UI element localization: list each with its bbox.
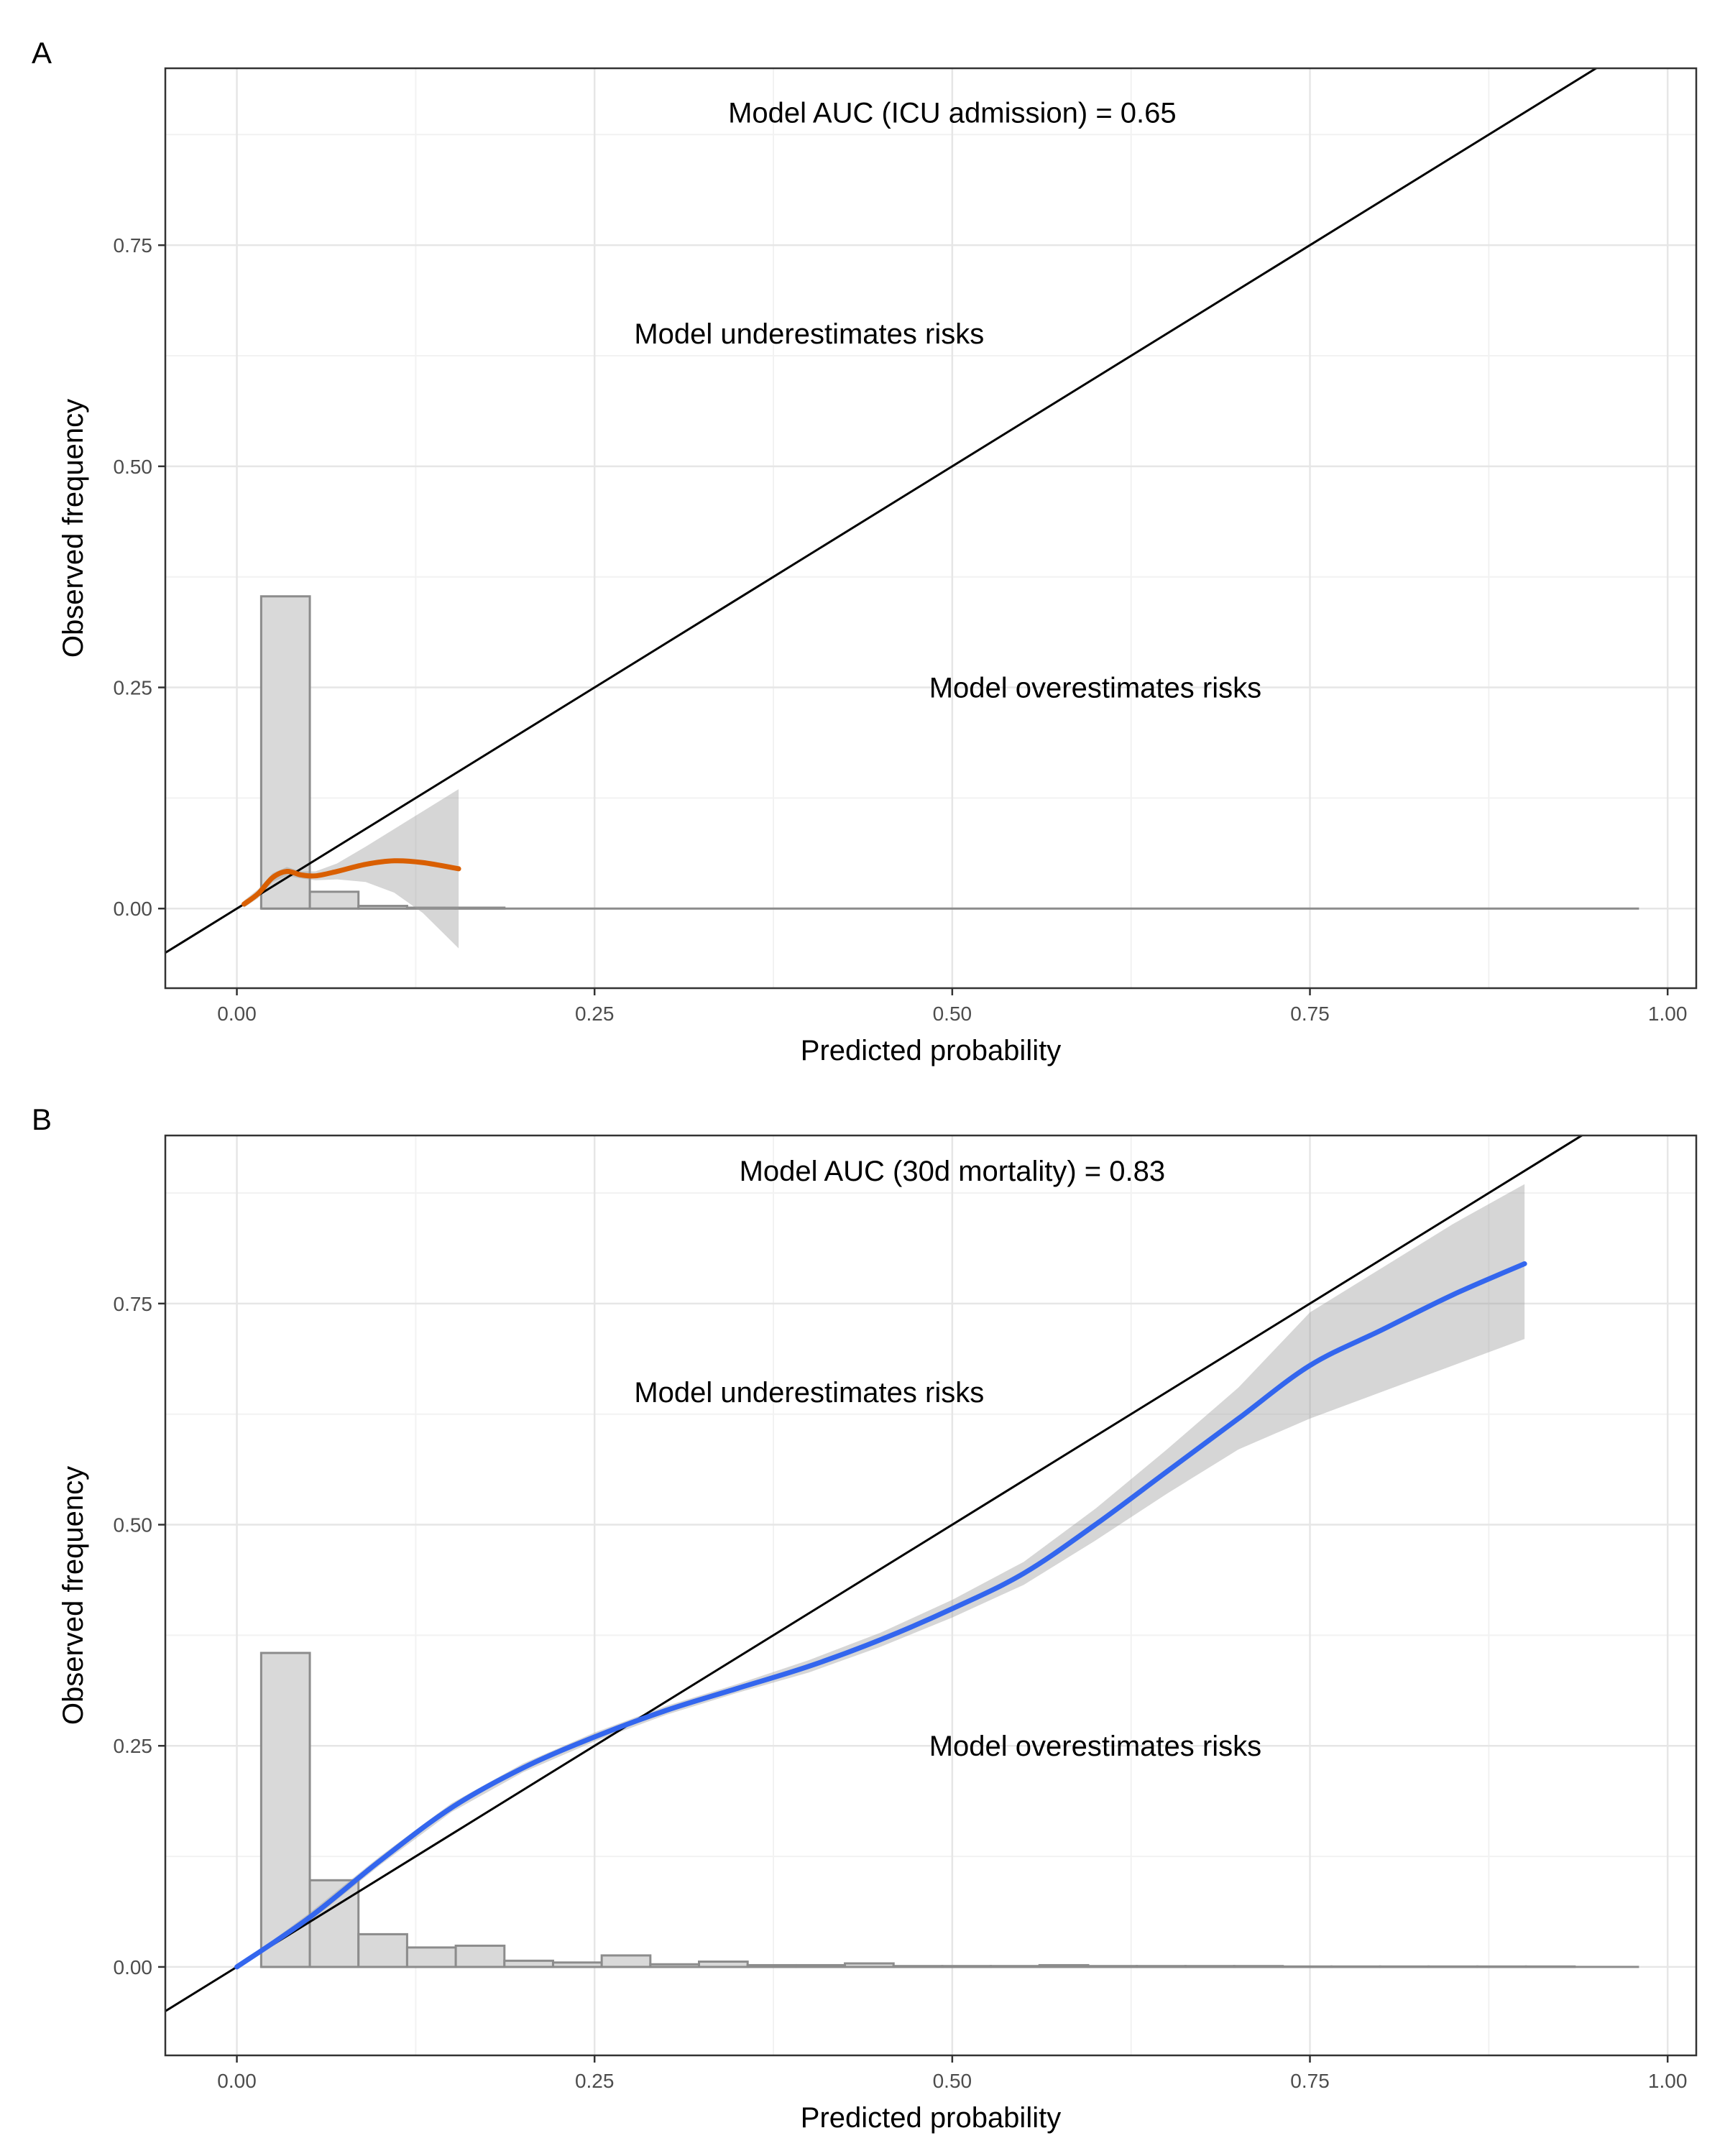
chart-0-annotation-1: Model underestimates risks — [634, 318, 984, 350]
chart-1-histogram-bar-15 — [990, 1965, 1041, 1968]
chart-1-panel-border — [164, 1134, 1698, 2057]
chart-1-plot-background — [165, 1135, 1696, 2055]
chart-1-y-axis-title: Observed frequency — [58, 1466, 89, 1725]
chart-1-x-tick-label-4: 1.00 — [1648, 2070, 1688, 2092]
chart-1-y-tick-label-0: 0.00 — [114, 1956, 153, 1978]
chart-1-reference-line — [165, 1135, 1584, 2012]
chart-0-y-axis-title: Observed frequency — [58, 399, 89, 658]
chart-1-histogram-bar-16 — [1038, 1963, 1090, 1968]
chart-1-histogram-bar-4 — [454, 1944, 506, 1968]
chart-0-y-tick-label-2: 0.50 — [114, 456, 153, 478]
chart-0-histogram-bar-1 — [308, 890, 360, 910]
chart-0-histogram-bar-0 — [259, 595, 311, 910]
chart-0-histogram-bar-2 — [357, 905, 408, 910]
panel-letter-a: A — [32, 36, 52, 70]
chart-0-y-tick-label-3: 0.75 — [114, 234, 153, 257]
chart-0-annotation-2: Model overestimates risks — [929, 673, 1261, 704]
chart-1-annotation-1: Model underestimates risks — [634, 1377, 984, 1409]
chart-0-x-axis-title: Predicted probability — [801, 1035, 1061, 1067]
chart-1-histogram-bar-7 — [600, 1954, 652, 1968]
chart-1-histogram-bar-1 — [308, 1879, 360, 1968]
chart-1-histogram-bar-10 — [746, 1963, 798, 1968]
chart-1-y-tick-label-3: 0.75 — [114, 1293, 153, 1315]
chart-1-annotation-2: Model overestimates risks — [929, 1731, 1261, 1762]
chart-1-histogram-bar-2 — [357, 1932, 408, 1968]
chart-1-histogram-bar-23 — [1379, 1965, 1430, 1968]
chart-0-x-tick-label-3: 0.75 — [1290, 1003, 1330, 1025]
chart-1-histogram-bar-5 — [503, 1959, 554, 1968]
chart-0-calibration-curve — [241, 858, 461, 907]
chart-0-plot-background — [165, 68, 1696, 988]
chart-0-y-tick-label-0: 0.00 — [114, 898, 153, 920]
chart-1-histogram-bar-3 — [405, 1946, 457, 1968]
panel-a: 0.00 0.25 0.50 0.75 1.00 0.00 0.25 0.50 0.75 Pred… — [58, 67, 1698, 1067]
chart-1-histogram-bar-13 — [892, 1965, 944, 1968]
chart-1-plot-layer — [165, 1135, 1639, 2012]
chart-1-confidence-band — [236, 1184, 1525, 1967]
chart-1-histogram-bar-6 — [551, 1961, 603, 1968]
chart-1-histogram-bar-11 — [795, 1963, 847, 1968]
chart-0-x-tick-label-4: 1.00 — [1648, 1003, 1688, 1025]
chart-1-histogram-bar-12 — [844, 1962, 895, 1968]
chart-1-histogram-bar-20 — [1233, 1965, 1284, 1968]
chart-0-annotation-0: Model AUC (ICU admission) = 0.65 — [728, 98, 1177, 129]
chart-1-histogram-bar-17 — [1087, 1965, 1138, 1968]
chart-1-x-axis-title: Predicted probability — [801, 2102, 1061, 2134]
chart-1-histogram-bar-14 — [941, 1965, 993, 1968]
chart-1-x-tick-label-2: 0.50 — [933, 2070, 972, 2092]
chart-0-x-tick-label-2: 0.50 — [933, 1003, 972, 1025]
chart-1-calibration-curve — [234, 1261, 1527, 1970]
chart-0-x-tick-label-0: 0.00 — [217, 1003, 257, 1025]
chart-1-histogram-bar-22 — [1330, 1965, 1381, 1968]
panel-letter-b: B — [32, 1102, 52, 1136]
chart-1-y-tick-label-1: 0.25 — [114, 1735, 153, 1757]
chart-0-panel-border — [164, 67, 1698, 990]
chart-0-plot-layer — [165, 68, 1639, 954]
chart-1-histogram-bar-0 — [259, 1651, 311, 1968]
chart-1-histogram-bar-8 — [649, 1963, 701, 1968]
chart-1-histogram-bar-26 — [1524, 1965, 1576, 1968]
chart-1-annotation-0: Model AUC (30d mortality) = 0.83 — [740, 1156, 1165, 1187]
chart-1-histogram-bar-21 — [1282, 1965, 1333, 1968]
chart-1-x-tick-label-1: 0.25 — [575, 2070, 615, 2092]
chart-1-y-tick-label-2: 0.50 — [114, 1514, 153, 1537]
chart-0-y-tick-label-1: 0.25 — [114, 677, 153, 699]
chart-1-x-tick-label-3: 0.75 — [1290, 2070, 1330, 2092]
chart-1-histogram-bar-19 — [1184, 1965, 1236, 1968]
chart-1-x-tick-label-0: 0.00 — [217, 2070, 257, 2092]
chart-0-reference-line — [165, 68, 1598, 954]
chart-1-histogram-bar-25 — [1476, 1965, 1527, 1968]
chart-1-histogram-bar-24 — [1427, 1965, 1478, 1968]
chart-0-x-tick-label-1: 0.25 — [575, 1003, 615, 1025]
panel-b: 0.00 0.25 0.50 0.75 1.00 0.00 0.25 0.50 0.75 Pred… — [58, 1134, 1698, 2134]
chart-1-histogram-bar-9 — [698, 1961, 749, 1968]
chart-1-histogram-bar-18 — [1136, 1965, 1187, 1968]
